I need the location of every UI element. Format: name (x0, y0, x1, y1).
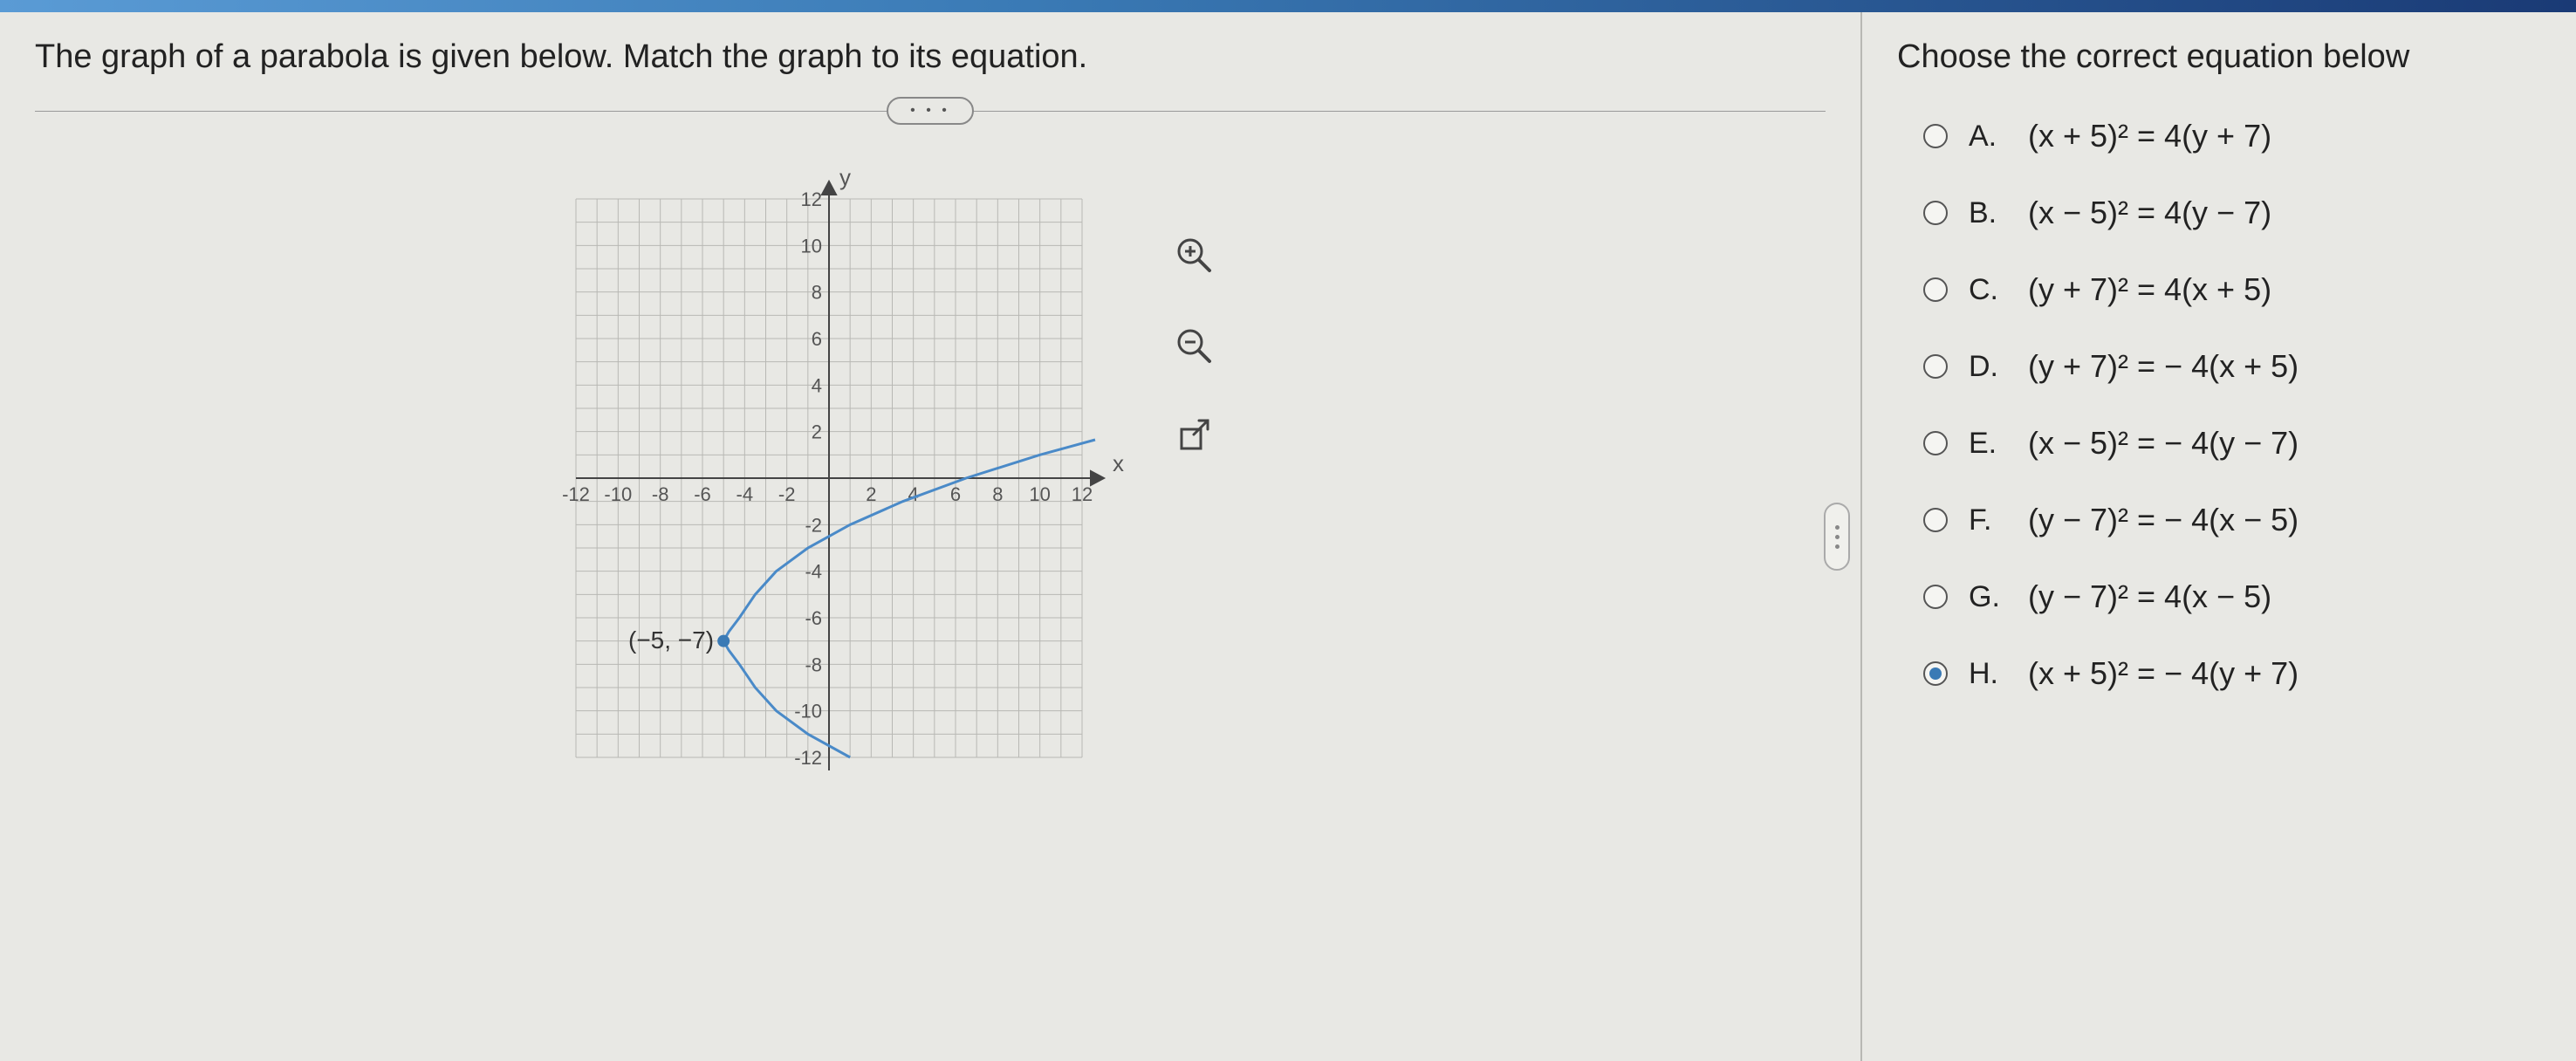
svg-text:-2: -2 (778, 483, 796, 505)
svg-text:8: 8 (812, 282, 822, 304)
option-letter: C. (1969, 273, 2007, 307)
graph-tools (1169, 230, 1218, 461)
zoom-out-button[interactable] (1169, 321, 1218, 370)
svg-text:12: 12 (1072, 483, 1093, 505)
svg-text:-10: -10 (604, 483, 632, 505)
window-top-bar (0, 0, 2576, 12)
radio-g[interactable] (1923, 585, 1948, 609)
svg-text:-4: -4 (805, 561, 822, 583)
option-letter: H. (1969, 657, 2007, 691)
svg-text:-8: -8 (652, 483, 669, 505)
option-letter: F. (1969, 503, 2007, 537)
radio-b[interactable] (1923, 201, 1948, 225)
question-panel: The graph of a parabola is given below. … (0, 12, 1860, 1061)
radio-h[interactable] (1923, 661, 1948, 686)
radio-e[interactable] (1923, 431, 1948, 455)
options-list: A. (x + 5)² = 4(y + 7) B. (x − 5)² = 4(y… (1897, 118, 2559, 692)
svg-text:6: 6 (812, 328, 822, 350)
option-c[interactable]: C. (y + 7)² = 4(x + 5) (1923, 271, 2559, 308)
zoom-out-icon (1175, 326, 1213, 365)
svg-text:-12: -12 (562, 483, 590, 505)
option-h[interactable]: H. (x + 5)² = − 4(y + 7) (1923, 655, 2559, 692)
answer-prompt: Choose the correct equation below (1897, 38, 2559, 76)
radio-a[interactable] (1923, 124, 1948, 148)
question-text: The graph of a parabola is given below. … (35, 38, 1826, 76)
option-letter: B. (1969, 196, 2007, 230)
svg-text:4: 4 (908, 483, 919, 505)
graph-area: x y -12 -10 -8 -6 -4 -2 2 4 6 8 10 12 12 10 8 6 4 2 -2 -… (524, 164, 1134, 792)
svg-text:10: 10 (1029, 483, 1050, 505)
option-equation: (x + 5)² = − 4(y + 7) (2028, 655, 2299, 692)
y-axis-label: y (839, 164, 851, 190)
option-a[interactable]: A. (x + 5)² = 4(y + 7) (1923, 118, 2559, 154)
svg-text:-6: -6 (694, 483, 711, 505)
parabola-graph: x y -12 -10 -8 -6 -4 -2 2 4 6 8 10 12 12 10 8 6 4 2 -2 -… (524, 164, 1134, 792)
svg-text:-8: -8 (805, 654, 822, 675)
option-equation: (x + 5)² = 4(y + 7) (2028, 118, 2271, 154)
svg-text:2: 2 (812, 421, 822, 443)
svg-text:6: 6 (950, 483, 961, 505)
svg-text:2: 2 (866, 483, 876, 505)
main-container: The graph of a parabola is given below. … (0, 0, 2576, 1061)
x-axis-label: x (1113, 450, 1124, 476)
option-letter: A. (1969, 120, 2007, 154)
divider-wrap: • • • (35, 111, 1826, 112)
radio-f[interactable] (1923, 508, 1948, 532)
svg-text:-12: -12 (794, 747, 822, 769)
svg-text:-10: -10 (794, 701, 822, 722)
radio-c[interactable] (1923, 277, 1948, 302)
option-equation: (x − 5)² = 4(y − 7) (2028, 195, 2271, 231)
svg-text:-4: -4 (736, 483, 754, 505)
popout-icon (1176, 419, 1211, 454)
option-equation: (y + 7)² = 4(x + 5) (2028, 271, 2271, 308)
popout-button[interactable] (1169, 412, 1218, 461)
zoom-in-button[interactable] (1169, 230, 1218, 279)
zoom-in-icon (1175, 236, 1213, 274)
vertex-point (717, 635, 730, 647)
option-g[interactable]: G. (y − 7)² = 4(x − 5) (1923, 578, 2559, 615)
option-b[interactable]: B. (x − 5)² = 4(y − 7) (1923, 195, 2559, 231)
option-letter: E. (1969, 427, 2007, 461)
option-e[interactable]: E. (x − 5)² = − 4(y − 7) (1923, 425, 2559, 462)
svg-text:8: 8 (992, 483, 1003, 505)
option-equation: (y − 7)² = 4(x − 5) (2028, 578, 2271, 615)
panel-drag-handle[interactable] (1824, 503, 1850, 571)
radio-d[interactable] (1923, 354, 1948, 379)
option-letter: D. (1969, 350, 2007, 384)
svg-text:-6: -6 (805, 607, 822, 629)
ellipsis-button[interactable]: • • • (887, 97, 974, 125)
option-letter: G. (1969, 580, 2007, 614)
svg-text:10: 10 (801, 235, 822, 257)
option-d[interactable]: D. (y + 7)² = − 4(x + 5) (1923, 348, 2559, 385)
svg-text:-2: -2 (805, 514, 822, 536)
answer-panel: Choose the correct equation below A. (x … (1860, 12, 2576, 1061)
svg-text:4: 4 (812, 374, 822, 396)
option-equation: (y + 7)² = − 4(x + 5) (2028, 348, 2299, 385)
option-equation: (y − 7)² = − 4(x − 5) (2028, 502, 2299, 538)
svg-text:12: 12 (801, 188, 822, 210)
option-equation: (x − 5)² = − 4(y − 7) (2028, 425, 2299, 462)
vertex-label: (−5, −7) (628, 626, 714, 654)
option-f[interactable]: F. (y − 7)² = − 4(x − 5) (1923, 502, 2559, 538)
